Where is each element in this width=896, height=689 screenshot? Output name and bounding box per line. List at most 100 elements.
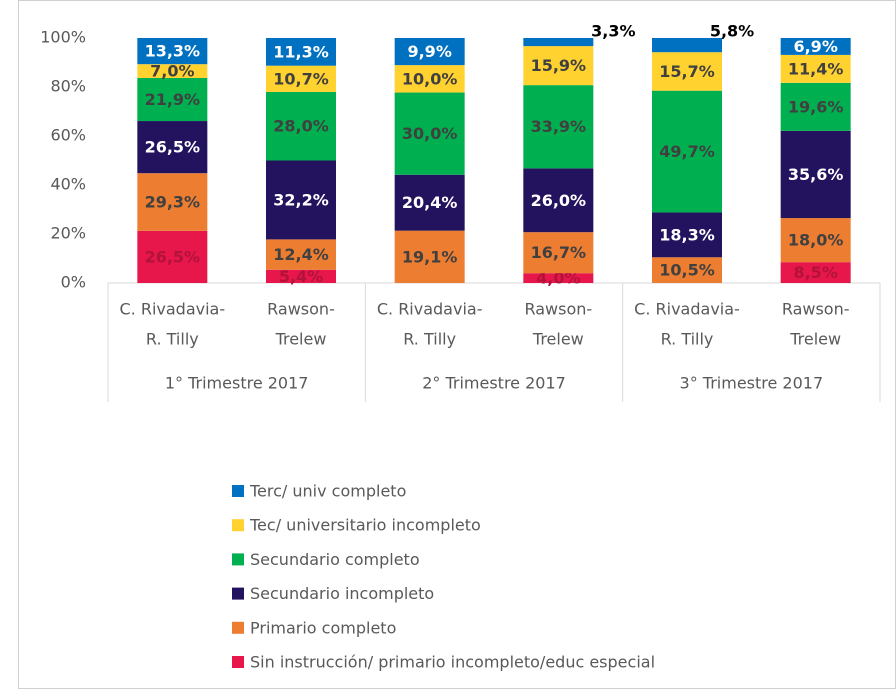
bar-segment: [266, 65, 336, 92]
legend-label: Sin instrucción/ primario incompleto/edu…: [250, 653, 655, 672]
bar-segment: [523, 168, 594, 233]
bar-segment: [266, 38, 336, 66]
value-label: 21,9%: [145, 90, 201, 109]
value-label: 5,8%: [710, 22, 754, 41]
legend-label: Primario completo: [250, 618, 396, 637]
value-label: 28,0%: [273, 117, 329, 136]
bar-segment: [523, 85, 594, 169]
value-label: 49,7%: [659, 142, 715, 161]
bar-segment: [780, 218, 851, 263]
value-label: 20,4%: [402, 193, 458, 212]
value-label: 19,6%: [788, 97, 844, 116]
legend-swatch: [232, 621, 244, 634]
legend-label: Secundario completo: [250, 550, 420, 569]
value-label: 5,4%: [279, 267, 323, 286]
value-label: 11,3%: [273, 42, 329, 61]
bar-segment: [652, 52, 722, 91]
value-label: 13,3%: [145, 42, 201, 61]
value-label: 6,9%: [793, 37, 837, 56]
value-label: 8,5%: [793, 263, 837, 282]
bar-segment: [652, 257, 722, 283]
legend-swatch: [232, 656, 244, 668]
bar-segment: [780, 262, 851, 283]
bar-segment: [523, 273, 594, 283]
legend-swatch: [232, 587, 244, 600]
bar-segment: [137, 38, 208, 65]
bar-segment: [394, 92, 465, 175]
value-label: 10,5%: [659, 261, 715, 280]
y-tick-label: 40%: [50, 175, 86, 194]
value-label: 26,5%: [145, 138, 201, 157]
value-label: 26,0%: [531, 191, 587, 210]
bar-segment: [394, 38, 465, 66]
bar-segment: [780, 82, 851, 131]
bar-segment: [652, 38, 722, 53]
value-label: 4,0%: [536, 269, 580, 288]
value-label: 9,9%: [407, 42, 451, 61]
x-tick-label: Trelew: [275, 330, 327, 349]
bar-segment: [394, 174, 465, 231]
y-tick-label: 0%: [61, 273, 86, 292]
legend-swatch: [232, 553, 244, 566]
legend-label: Terc/ univ completo: [249, 482, 406, 501]
bar-segment: [266, 269, 336, 283]
bar-segment: [652, 212, 722, 258]
value-label: 30,0%: [402, 124, 458, 143]
bar-segment: [266, 91, 336, 161]
x-tick-label: Rawson-: [782, 300, 850, 319]
value-label: 18,0%: [788, 231, 844, 250]
x-tick-label: Rawson-: [267, 300, 335, 319]
value-label: 10,0%: [402, 69, 458, 88]
bar-segment: [780, 54, 851, 83]
value-label: 33,9%: [531, 117, 587, 136]
group-label: 3° Trimestre 2017: [680, 374, 824, 393]
y-tick-label: 80%: [50, 77, 86, 96]
value-label: 15,7%: [659, 62, 715, 81]
bar-segment: [523, 46, 594, 86]
legend-label: Secundario incompleto: [250, 584, 434, 603]
bar-segment: [394, 65, 465, 93]
legend-swatch: [232, 485, 244, 497]
bar-segment: [266, 239, 336, 270]
value-label: 15,9%: [531, 56, 587, 75]
bar-segment: [394, 230, 465, 283]
value-label: 3,3%: [591, 22, 635, 41]
bar-segment: [137, 64, 208, 78]
value-label: 12,4%: [273, 245, 329, 264]
value-label: 26,5%: [145, 247, 201, 266]
y-tick-label: 60%: [50, 126, 86, 145]
x-tick-label: R. Tilly: [146, 330, 199, 349]
y-tick-label: 100%: [40, 28, 86, 47]
bar-segment: [137, 173, 208, 231]
bar-segment: [652, 90, 722, 213]
x-tick-label: R. Tilly: [661, 330, 714, 349]
y-tick-label: 20%: [50, 224, 86, 243]
x-tick-label: Rawson-: [524, 300, 592, 319]
group-label: 1° Trimestre 2017: [165, 374, 309, 393]
value-label: 10,7%: [273, 69, 329, 88]
x-tick-label: R. Tilly: [403, 330, 456, 349]
legend-label: Tec/ universitario incompleto: [249, 516, 481, 535]
bar-segment: [266, 160, 336, 240]
value-label: 35,6%: [788, 165, 844, 184]
value-label: 19,1%: [402, 247, 458, 266]
bar-segment: [780, 130, 851, 219]
bar-segment: [137, 121, 208, 174]
x-tick-label: Trelew: [532, 330, 584, 349]
bar-segment: [523, 38, 594, 47]
value-label: 11,4%: [788, 59, 844, 78]
bar-segment: [523, 232, 594, 274]
x-tick-label: C. Rivadavia-: [120, 300, 226, 319]
legend-swatch: [232, 519, 244, 532]
bar-segment: [137, 77, 208, 122]
x-tick-label: C. Rivadavia-: [377, 300, 483, 319]
value-label: 7,0%: [150, 62, 194, 81]
bar-segment: [137, 230, 208, 283]
value-label: 16,7%: [531, 243, 587, 262]
group-label: 2° Trimestre 2017: [422, 374, 566, 393]
value-label: 32,2%: [273, 190, 329, 209]
x-tick-label: C. Rivadavia-: [634, 300, 740, 319]
x-tick-label: Trelew: [789, 330, 841, 349]
bar-segment: [780, 38, 851, 55]
